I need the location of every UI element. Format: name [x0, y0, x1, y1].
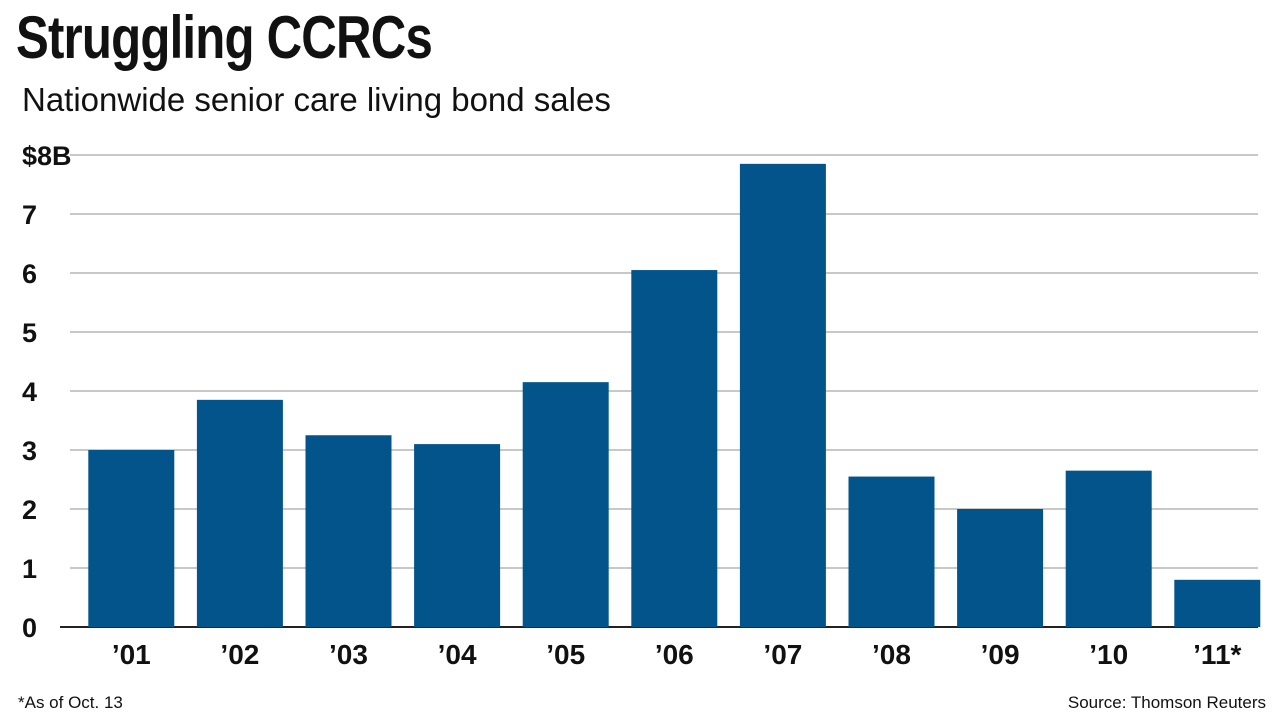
bar	[1174, 579, 1261, 627]
x-tick-label: ’07	[763, 639, 802, 670]
bar	[414, 444, 501, 627]
source-credit: Source: Thomson Reuters	[1067, 693, 1266, 712]
x-tick-label: ’11*	[1193, 639, 1241, 670]
y-tick-label: 7	[22, 200, 37, 230]
x-tick-label: ’06	[655, 639, 694, 670]
chart-title: Struggling CCRCs	[16, 4, 433, 71]
bar	[305, 435, 392, 627]
bar	[88, 450, 175, 627]
bar	[848, 476, 935, 627]
bar	[196, 399, 283, 627]
x-tick-label: ’01	[112, 639, 151, 670]
y-tick-label: 3	[22, 436, 37, 466]
x-axis-ticks: ’01 ’02 ’03 ’04 ’05 ’06 ’07 ’08 ’09 ’10 ’11*	[112, 639, 1242, 670]
x-tick-label: ’05	[546, 639, 585, 670]
bar	[957, 509, 1044, 627]
bar	[1065, 470, 1152, 627]
y-tick-label: 4	[22, 377, 37, 407]
x-tick-label: ’08	[872, 639, 911, 670]
chart-subtitle: Nationwide senior care living bond sales	[22, 81, 611, 118]
bar	[631, 270, 718, 627]
y-tick-label: 5	[22, 318, 37, 348]
bar	[522, 382, 609, 627]
y-tick-label: 0	[22, 613, 37, 643]
x-tick-label: ’02	[220, 639, 259, 670]
y-axis-ticks: 0 1 2 3 4 5 6 7 $8B	[22, 141, 72, 643]
x-tick-label: ’10	[1089, 639, 1128, 670]
y-tick-label: 2	[22, 495, 37, 525]
y-tick-label: $8B	[22, 141, 72, 171]
x-tick-label: ’03	[329, 639, 368, 670]
x-tick-label: ’09	[981, 639, 1020, 670]
y-tick-label: 1	[22, 554, 37, 584]
bars	[88, 163, 1261, 627]
bar	[739, 163, 826, 627]
y-tick-label: 6	[22, 259, 37, 289]
x-tick-label: ’04	[438, 639, 477, 670]
footnote: *As of Oct. 13	[18, 693, 123, 712]
